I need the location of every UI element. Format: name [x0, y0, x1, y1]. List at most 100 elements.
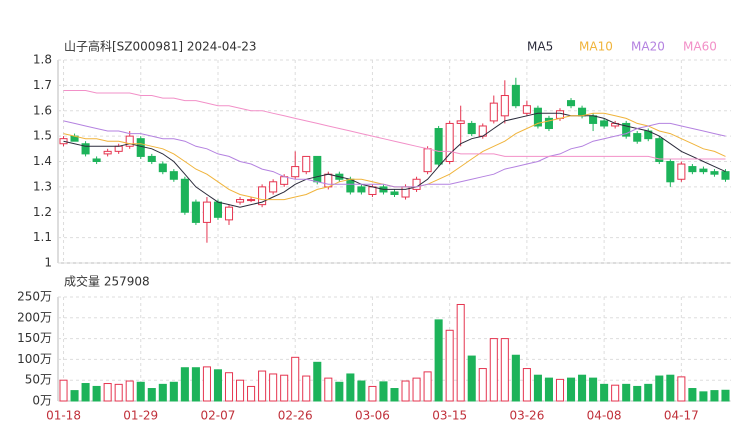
candle-body [258, 186, 267, 206]
volume-bar [70, 390, 79, 402]
volume-bar [710, 390, 719, 402]
y-tick-label: 1.2 [33, 205, 52, 219]
candle-body [666, 161, 675, 183]
legend-entry: MA10 [579, 40, 613, 54]
volume-bar [622, 383, 631, 402]
volume-bar [224, 372, 234, 402]
volume-bar [611, 384, 620, 402]
y-tick-label: 250万 [17, 290, 52, 304]
candle-body [434, 128, 443, 165]
volume-bar [313, 361, 322, 402]
candle-body [456, 120, 465, 124]
candle-body [136, 138, 145, 157]
legend-entry: MA60 [683, 40, 717, 54]
volume-bar [180, 367, 189, 402]
candle-body [158, 163, 167, 173]
y-tick-label: 1 [44, 256, 52, 270]
volume-bar [600, 383, 609, 402]
y-tick-label: 1.5 [33, 129, 52, 143]
volume-bar [423, 371, 432, 402]
volume-bar [368, 385, 377, 402]
volume-bar [666, 374, 675, 402]
volume-bar [467, 355, 476, 402]
x-tick-label: 03-26 [509, 409, 544, 423]
x-tick-label: 02-26 [278, 409, 313, 423]
ma-line [63, 112, 726, 208]
candle-body [445, 122, 454, 162]
x-tick-label: 03-06 [355, 409, 390, 423]
candle-body [147, 155, 156, 163]
candle-body [81, 143, 90, 155]
volume-bar [401, 380, 410, 402]
candle-body [500, 95, 509, 117]
volume-bar [324, 377, 333, 402]
volume-bar [302, 375, 311, 402]
volume-bar [346, 373, 355, 402]
volume-bar [158, 383, 167, 402]
volume-bar [555, 378, 565, 402]
volume-bar [213, 369, 223, 402]
volume-bar [92, 385, 101, 402]
volume-bar [511, 354, 520, 402]
volume-bar [544, 377, 553, 402]
candle-body [302, 155, 311, 173]
y-tick-label: 1.8 [33, 53, 52, 67]
candle-body [390, 191, 399, 195]
y-tick-label: 0万 [32, 394, 52, 408]
candle-body [589, 115, 598, 124]
y-tick-label: 1.1 [33, 230, 52, 244]
volume-bar [191, 367, 200, 402]
volume-bar [125, 380, 134, 402]
x-tick-label: 01-29 [123, 409, 158, 423]
candle-body [522, 105, 531, 114]
candle-body [247, 199, 256, 202]
legend-entry: MA20 [631, 40, 665, 54]
volume-bar [434, 319, 443, 402]
candle-body [633, 133, 642, 142]
volume-bar [280, 374, 289, 402]
candle-body [291, 166, 300, 178]
volume-bar [445, 329, 454, 402]
volume-bar [688, 388, 697, 402]
volume-bar [478, 368, 487, 402]
volume-bar [335, 381, 344, 402]
candle-body [180, 178, 189, 213]
candle-body [103, 150, 112, 155]
volume-bar [357, 380, 366, 402]
candle-body [622, 122, 631, 137]
x-tick-label: 01-18 [46, 409, 81, 423]
candle-body [566, 100, 576, 107]
volume-bar [202, 366, 211, 402]
candle-body [578, 107, 587, 117]
candle-body [423, 148, 432, 173]
candle-body [114, 145, 123, 152]
volume-bar [589, 377, 598, 402]
candle-body [600, 120, 609, 127]
y-tick-label: 50万 [25, 373, 52, 387]
x-tick-label: 04-08 [587, 409, 622, 423]
candle-body [92, 158, 101, 162]
candle-body [125, 135, 134, 147]
ma-line [63, 90, 726, 160]
candle-body [357, 186, 366, 193]
volume-bar [522, 368, 531, 402]
candle-body [721, 171, 730, 180]
volume-bar [578, 374, 587, 402]
candle-body [346, 178, 355, 193]
candle-body [489, 102, 498, 122]
candle-body [544, 117, 553, 130]
x-tick-label: 03-15 [432, 409, 467, 423]
volume-bar [699, 391, 708, 402]
candle-body [324, 173, 333, 188]
candle-body [699, 168, 708, 173]
volume-bar [59, 379, 68, 402]
volume-bar [379, 381, 388, 402]
volume-bar [677, 376, 686, 402]
volume-bar [236, 379, 245, 402]
legend-entry: MA5 [527, 40, 553, 54]
ma-line [63, 120, 726, 188]
volume-bar [390, 388, 399, 402]
candle-body [191, 201, 200, 223]
volume-bar [412, 377, 421, 402]
volume-bar [644, 383, 653, 402]
